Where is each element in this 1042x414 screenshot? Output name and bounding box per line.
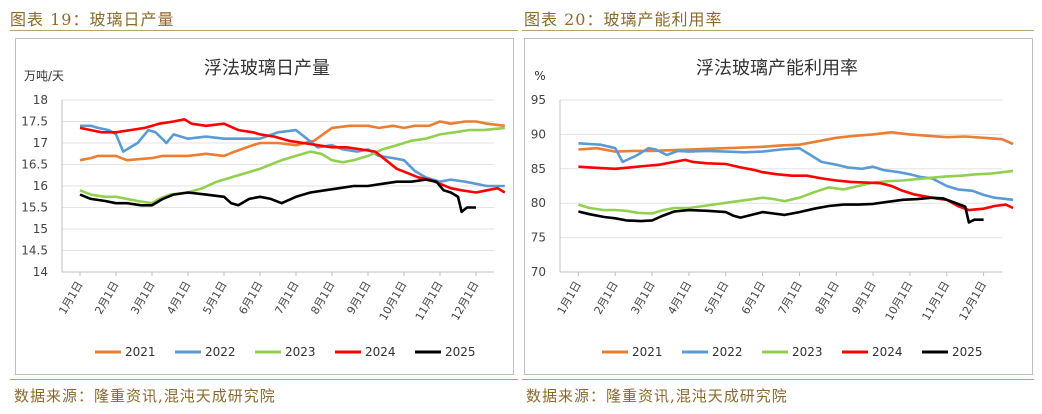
legend-label-2023: 2023 bbox=[792, 345, 823, 359]
x-tick-label: 2月1日 bbox=[592, 279, 621, 317]
legend-label-2025: 2025 bbox=[445, 345, 476, 359]
legend-label-2022: 2022 bbox=[205, 345, 236, 359]
chart-title: 浮法玻璃产能利用率 bbox=[696, 58, 858, 79]
x-tick-label: 11月1日 bbox=[413, 279, 446, 323]
series-line-2024 bbox=[79, 118, 506, 194]
x-tick-label: 10月1日 bbox=[377, 279, 410, 323]
footer-rule-right bbox=[522, 379, 1034, 380]
y-tick-label: 75 bbox=[531, 231, 546, 245]
y-tick-label: 17 bbox=[33, 136, 48, 150]
x-tick-label: 8月1日 bbox=[813, 279, 842, 317]
legend-label-2024: 2024 bbox=[872, 345, 903, 359]
x-tick-label: 4月1日 bbox=[164, 279, 193, 317]
legend-label-2021: 2021 bbox=[125, 345, 156, 359]
x-tick-label: 8月1日 bbox=[308, 279, 337, 317]
x-tick-label: 3月1日 bbox=[128, 279, 157, 317]
legend-label-2024: 2024 bbox=[365, 345, 396, 359]
x-tick-label: 1月1日 bbox=[56, 279, 85, 317]
y-tick-label: 14.5 bbox=[21, 244, 48, 258]
figure-label-right: 图表 20：玻璃产能利用率 bbox=[524, 10, 723, 29]
y-tick-label: 18 bbox=[33, 93, 48, 107]
x-tick-label: 9月1日 bbox=[344, 279, 373, 317]
x-tick-label: 10月1日 bbox=[883, 279, 916, 323]
y-tick-label: 16.5 bbox=[21, 158, 48, 172]
series-line-2023 bbox=[578, 169, 1014, 215]
legend-label-2022: 2022 bbox=[712, 345, 743, 359]
x-tick-label: 6月1日 bbox=[236, 279, 265, 317]
header-rule-right bbox=[522, 30, 1034, 31]
y-tick-label: 85 bbox=[531, 162, 546, 176]
x-tick-label: 7月1日 bbox=[776, 279, 805, 317]
y-tick-label: 95 bbox=[531, 93, 546, 107]
footer-rule-left bbox=[10, 379, 518, 380]
series-line-2022 bbox=[578, 142, 1014, 202]
x-tick-label: 6月1日 bbox=[739, 279, 768, 317]
y-tick-label: 14 bbox=[33, 265, 48, 279]
x-tick-label: 4月1日 bbox=[665, 279, 694, 317]
header-rule-left bbox=[10, 30, 518, 31]
chart-2: 浮法玻璃产能利用率% 70 75 80 85 90 95 1月1日 2月1日 3月1日 4月1日 5月… bbox=[531, 58, 1014, 359]
series-line-2021 bbox=[578, 131, 1014, 153]
y-tick-label: 90 bbox=[531, 127, 546, 141]
legend-label-2021: 2021 bbox=[632, 345, 663, 359]
chart-frame-right bbox=[524, 38, 1033, 375]
x-tick-label: 2月1日 bbox=[92, 279, 121, 317]
source-note-left: 数据来源：隆重资讯,混沌天成研究院 bbox=[14, 387, 276, 405]
y-tick-label: 17.5 bbox=[21, 115, 48, 129]
y-tick-label: 15.5 bbox=[21, 201, 48, 215]
legend-label-2023: 2023 bbox=[285, 345, 316, 359]
y-tick-label: 16 bbox=[33, 179, 48, 193]
x-tick-label: 11月1日 bbox=[920, 279, 953, 323]
y-axis-unit: % bbox=[534, 69, 545, 83]
x-tick-label: 12月1日 bbox=[956, 279, 989, 323]
legend-label-2025: 2025 bbox=[952, 345, 983, 359]
chart-frame-left bbox=[15, 38, 514, 375]
y-tick-label: 80 bbox=[531, 196, 546, 210]
source-note-right: 数据来源：隆重资讯,混沌天成研究院 bbox=[526, 387, 788, 405]
x-tick-label: 1月1日 bbox=[555, 279, 584, 317]
series-line-2025 bbox=[578, 196, 984, 224]
y-tick-label: 70 bbox=[531, 265, 546, 279]
x-tick-label: 7月1日 bbox=[272, 279, 301, 317]
figure-label-left: 图表 19：玻璃日产量 bbox=[10, 10, 175, 29]
x-tick-label: 5月1日 bbox=[200, 279, 229, 317]
x-tick-label: 5月1日 bbox=[702, 279, 731, 317]
y-tick-label: 15 bbox=[33, 222, 48, 236]
x-tick-label: 12月1日 bbox=[449, 279, 482, 323]
chart-title: 浮法玻璃日产量 bbox=[204, 58, 330, 79]
series-line-2023 bbox=[79, 126, 505, 205]
x-tick-label: 3月1日 bbox=[628, 279, 657, 317]
y-axis-unit: 万吨/天 bbox=[24, 69, 64, 83]
series-line-2025 bbox=[79, 178, 476, 214]
x-tick-label: 9月1日 bbox=[849, 279, 878, 317]
